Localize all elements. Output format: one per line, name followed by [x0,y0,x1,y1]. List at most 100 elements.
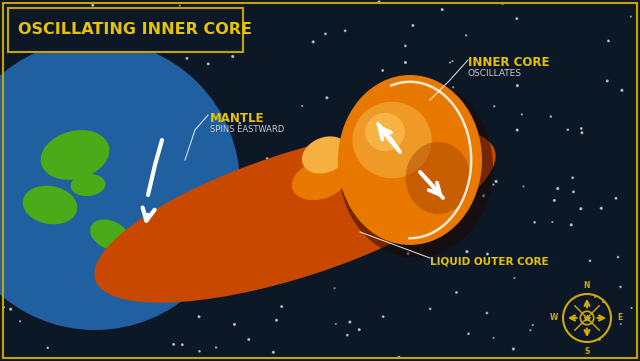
Point [552,186,563,191]
Point [211,345,221,351]
Point [168,342,179,347]
Point [491,179,501,184]
Point [36,232,47,238]
Point [98,10,108,16]
Point [354,327,364,332]
Point [51,99,61,104]
Text: INNER CORE: INNER CORE [468,56,550,69]
Point [43,345,53,351]
Point [613,254,623,260]
Point [308,39,318,45]
Point [95,235,105,241]
Point [24,230,34,236]
Text: SPINS EASTWARD: SPINS EASTWARD [210,125,284,134]
Point [566,222,577,228]
Point [243,209,253,214]
Point [512,127,522,133]
Point [73,235,83,240]
Point [228,53,238,59]
Text: W: W [550,313,558,322]
Point [617,87,627,93]
Point [568,175,578,181]
Point [616,321,626,327]
Point [331,321,341,327]
Point [321,31,331,37]
Point [173,87,184,92]
Point [196,133,206,139]
Point [137,25,147,31]
Point [508,346,518,352]
Point [32,292,42,298]
Point [28,149,38,155]
Ellipse shape [339,78,493,258]
Point [433,232,443,238]
Point [287,216,297,222]
Point [52,141,63,147]
Point [330,285,340,291]
Point [461,32,471,38]
Text: MANTLE: MANTLE [210,112,264,125]
Point [340,28,350,34]
Point [84,27,94,33]
Point [64,284,74,290]
Point [604,38,614,44]
Ellipse shape [70,174,106,196]
Point [195,348,205,354]
Ellipse shape [118,138,472,292]
Point [42,248,52,254]
Point [324,237,334,243]
Point [387,229,397,235]
Point [104,247,115,253]
Point [268,349,278,355]
Point [202,248,212,254]
Text: LIQUID OUTER CORE: LIQUID OUTER CORE [430,257,548,267]
Ellipse shape [171,161,419,269]
Point [111,119,122,125]
Point [626,14,636,19]
Ellipse shape [0,40,240,330]
Point [447,58,458,64]
Point [83,205,93,210]
Point [576,206,586,212]
Point [88,2,98,8]
Point [72,6,82,12]
Point [425,306,435,312]
Point [8,31,19,36]
Point [527,322,538,328]
Point [85,152,95,157]
Point [546,114,556,119]
Point [598,299,609,305]
Point [462,249,472,255]
Point [463,331,474,337]
Point [194,314,204,319]
Text: OSCILLATES: OSCILLATES [468,69,522,78]
Ellipse shape [302,136,348,174]
Point [223,131,234,136]
Point [95,90,105,96]
Ellipse shape [365,113,405,151]
Point [516,112,527,117]
Point [378,68,388,73]
Point [11,251,21,256]
Point [276,304,287,309]
Point [154,10,164,16]
Point [529,219,540,225]
Point [380,188,390,194]
Point [0,284,10,290]
Point [140,56,150,62]
Point [19,264,29,269]
Point [72,289,82,295]
Point [602,78,612,84]
Point [374,0,384,5]
Point [497,0,508,6]
Point [148,271,159,277]
Ellipse shape [406,142,470,214]
Ellipse shape [144,149,446,280]
Point [200,226,211,232]
Point [577,130,587,136]
Point [313,235,323,241]
Point [488,182,499,187]
Point [115,13,125,19]
Point [445,60,455,65]
Point [198,192,209,198]
